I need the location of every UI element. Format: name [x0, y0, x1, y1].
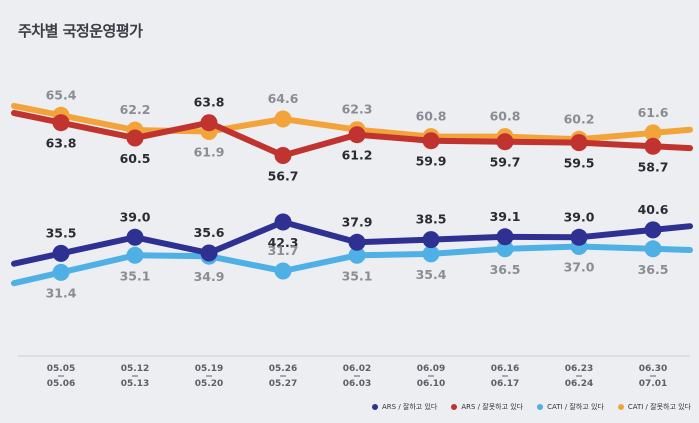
x-tick-label: 05.20 [195, 379, 223, 389]
data-label: 60.2 [564, 111, 595, 126]
legend-swatch [617, 404, 624, 410]
data-label: 59.5 [564, 156, 595, 171]
data-point [274, 147, 292, 164]
data-point [644, 240, 662, 258]
chart-title: 주차별 국정운영평가 [18, 22, 143, 40]
data-point [570, 134, 588, 152]
data-point [52, 114, 70, 132]
x-tick-label: 06.09 [417, 364, 445, 374]
data-label: 35.1 [342, 268, 373, 283]
data-label: 37.0 [564, 260, 595, 275]
data-label: 35.6 [194, 225, 225, 240]
x-tick-label: 07.01 [639, 379, 667, 389]
data-point [126, 129, 144, 147]
data-point [200, 114, 218, 132]
data-label: 40.6 [638, 202, 669, 217]
legend-item-cati-good: CATI / 잘하고 있다 [537, 402, 604, 412]
legend-label: ARS / 잘하고 있다 [382, 403, 438, 411]
data-point [200, 244, 218, 262]
data-point [496, 228, 514, 246]
data-label: 39.0 [564, 209, 595, 224]
data-point [422, 245, 440, 263]
x-tick-label: 05.13 [121, 379, 149, 389]
legend-item-ars-bad: ARS / 잘못하고 있다 [451, 402, 523, 412]
data-label: 36.5 [490, 262, 521, 277]
data-label: 65.4 [46, 87, 77, 102]
data-point [422, 231, 440, 249]
data-label: 35.4 [416, 267, 447, 282]
data-point [644, 124, 662, 142]
data-point [52, 263, 70, 281]
data-point [348, 126, 366, 144]
x-tick-label: 06.24 [565, 379, 593, 389]
data-label: 62.3 [342, 102, 373, 117]
data-point [348, 246, 366, 264]
x-tick-label: 05.27 [269, 379, 297, 389]
data-label: 63.8 [194, 95, 225, 110]
x-tick-label: 05.26 [269, 364, 297, 374]
data-label: 61.6 [638, 105, 669, 120]
legend-swatch [537, 404, 544, 410]
legend-label: CATI / 잘하고 있다 [547, 403, 604, 411]
x-tick-label: 05.19 [195, 364, 223, 374]
x-tick-label: 06.17 [491, 379, 519, 389]
data-label: 60.8 [416, 109, 447, 124]
data-point [496, 133, 514, 151]
data-point [274, 110, 292, 128]
data-point [422, 132, 440, 150]
data-label: 63.8 [46, 136, 77, 151]
data-label: 64.6 [268, 91, 299, 106]
x-tick-label: 05.05 [47, 364, 75, 374]
data-label: 42.3 [268, 235, 299, 250]
legend-item-cati-bad: CATI / 잘못하고 있다 [617, 402, 691, 412]
x-tick-label: 06.02 [343, 364, 371, 374]
data-point [348, 233, 366, 251]
data-label: 35.1 [120, 268, 151, 283]
data-label: 36.5 [638, 262, 669, 277]
data-label: 39.1 [490, 209, 521, 224]
data-label: 31.4 [46, 285, 77, 300]
legend-swatch [372, 404, 378, 410]
legend-label: ARS / 잘못하고 있다 [461, 403, 524, 411]
data-label: 60.8 [490, 109, 521, 124]
legend-label: CATI / 잘못하고 있다 [627, 403, 691, 411]
data-point [126, 228, 144, 246]
x-tick-label: 06.23 [565, 364, 593, 374]
data-label: 35.5 [46, 225, 77, 240]
x-tick-label: 06.30 [639, 364, 667, 374]
data-point [496, 240, 514, 258]
data-label: 60.5 [120, 151, 151, 166]
chart-legend: ARS / 잘하고 있다 ARS / 잘못하고 있다 CATI / 잘하고 있다… [372, 402, 691, 412]
data-label: 59.7 [490, 155, 521, 170]
data-point [570, 228, 588, 246]
data-label: 62.2 [120, 102, 151, 117]
data-point [644, 221, 662, 239]
x-tick-label: 06.16 [491, 364, 519, 374]
x-tick-label: 05.12 [121, 364, 149, 374]
legend-swatch [451, 404, 458, 410]
data-label: 56.7 [268, 169, 299, 184]
data-point [274, 213, 292, 231]
data-point [126, 246, 144, 264]
data-point [644, 137, 662, 155]
x-tick-label: 06.03 [343, 379, 371, 389]
legend-item-ars-good: ARS / 잘하고 있다 [372, 402, 437, 412]
x-tick-label: 06.10 [417, 379, 445, 389]
data-point [52, 244, 70, 262]
data-label: 34.9 [194, 269, 225, 284]
data-label: 61.2 [342, 148, 373, 163]
data-label: 31.7 [268, 243, 299, 258]
data-label: 58.7 [638, 159, 669, 174]
data-label: 59.9 [416, 154, 447, 169]
data-label: 61.9 [194, 145, 225, 160]
data-label: 38.5 [416, 212, 447, 227]
data-label: 39.0 [120, 209, 151, 224]
x-tick-label: 05.06 [47, 379, 75, 389]
data-point [274, 262, 292, 280]
data-label: 37.9 [342, 214, 373, 229]
